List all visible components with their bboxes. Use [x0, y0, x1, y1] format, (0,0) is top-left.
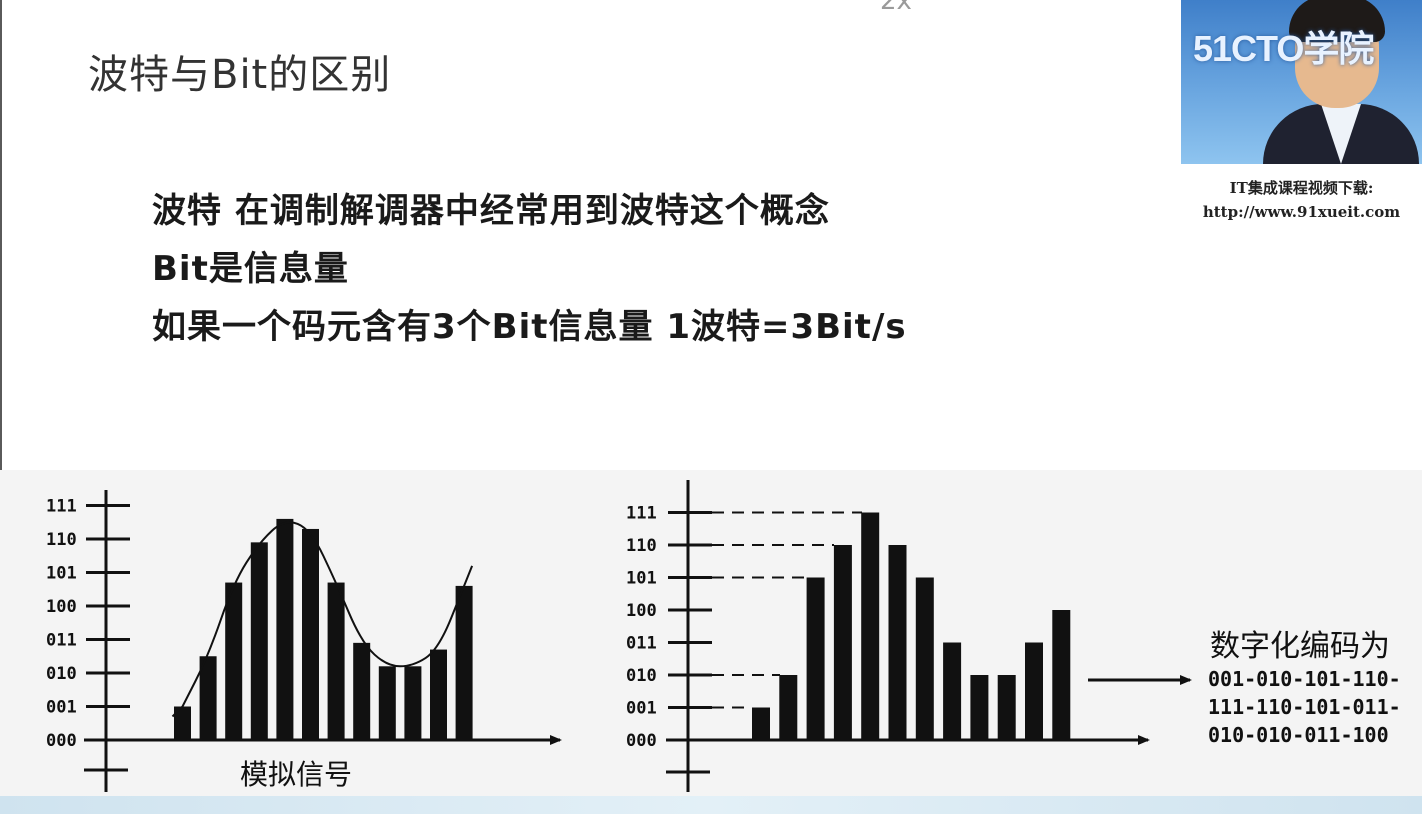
- digital-sample-bar: [752, 707, 770, 740]
- analog-signal-label: 模拟信号: [240, 758, 352, 791]
- digital-sample-bar: [833, 545, 852, 740]
- digital-sample-bar: [915, 577, 934, 740]
- presenter-hair: [1289, 0, 1385, 42]
- left-axis-tick-label: 010: [46, 664, 77, 684]
- digital-sample-bar: [779, 675, 798, 740]
- left-axis-tick-label: 011: [46, 631, 77, 651]
- left-axis-tick-label: 100: [46, 597, 77, 617]
- left-axis-tick-label: 101: [46, 564, 77, 584]
- analog-sample-bar: [225, 582, 243, 740]
- left-axis-tick-label: 111: [46, 497, 77, 517]
- body-line-example: 如果一个码元含有3个Bit信息量 1波特=3Bit/s: [152, 307, 907, 347]
- digitized-signal-chart: 000 001 010 011 100 101 110 111: [626, 480, 1150, 792]
- caption-line-url: http://www.91xueit.com: [1202, 203, 1401, 221]
- right-axis-tick-label: 100: [626, 601, 657, 621]
- top-watermark: 2x: [880, 0, 912, 16]
- body-line-bit: Bit是信息量: [152, 249, 349, 289]
- digital-sample-bar: [888, 545, 907, 740]
- analog-sample-bar: [404, 666, 422, 740]
- right-axis-tick-label: 001: [626, 699, 657, 719]
- digital-sample-bar: [861, 512, 880, 740]
- digital-sample-bar: [806, 577, 825, 740]
- analog-sample-bar: [327, 582, 345, 740]
- right-axis-tick-label: 000: [626, 731, 657, 751]
- analog-sample-bar: [455, 585, 473, 740]
- result-line-3: 010-010-011-100: [1208, 723, 1389, 747]
- analog-sample-bar: [276, 518, 294, 740]
- digital-sample-bar: [997, 675, 1016, 740]
- slide-title: 波特与Bit的区别: [88, 52, 392, 98]
- left-axis-tick-label: 000: [46, 731, 77, 751]
- presenter-caption: IT集成课程视频下载: http://www.91xueit.com: [1181, 176, 1422, 224]
- digital-sample-bar: [943, 642, 962, 740]
- analog-signal-chart: 000 001 010 011 100 101 110 111 模拟信号: [46, 490, 562, 792]
- digital-sample-bar: [1025, 642, 1043, 740]
- result-title: 数字化编码为: [1210, 629, 1390, 664]
- right-axis-tick-label: 110: [626, 536, 657, 556]
- analog-sample-bar: [250, 542, 268, 740]
- analog-sample-bar: [353, 642, 371, 740]
- analog-sample-bar: [302, 528, 319, 740]
- analog-curve: [171, 521, 474, 718]
- body-line-baud: 波特 在调制解调器中经常用到波特这个概念: [152, 191, 830, 231]
- bottom-decor-strip: [0, 796, 1422, 814]
- analog-sample-bar: [378, 666, 396, 740]
- right-axis-tick-label: 011: [626, 634, 657, 654]
- digital-sample-bar: [970, 675, 989, 740]
- slide-body: 波特 在调制解调器中经常用到波特这个概念 Bit是信息量 如果一个码元含有3个B…: [152, 186, 907, 360]
- analog-sample-bar: [430, 649, 447, 740]
- right-axis-tick-label: 101: [626, 569, 657, 589]
- digital-sample-bar: [1052, 610, 1071, 740]
- caption-line-title: IT集成课程视频下载:: [1229, 179, 1374, 197]
- result-line-2: 111-110-101-011-: [1208, 695, 1401, 719]
- left-axis-tick-label: 001: [46, 698, 77, 718]
- analog-sample-bar: [174, 706, 191, 740]
- right-axis-tick-label: 010: [626, 666, 657, 686]
- window-left-border: [0, 0, 2, 814]
- analog-sample-bar: [199, 656, 217, 740]
- left-axis-tick-label: 110: [46, 530, 77, 550]
- result-line-1: 001-010-101-110-: [1208, 667, 1401, 691]
- right-axis-tick-label: 111: [626, 504, 657, 524]
- presenter-logo: 51CTO学院: [1193, 28, 1374, 69]
- presenter-video: 51CTO学院: [1181, 0, 1422, 164]
